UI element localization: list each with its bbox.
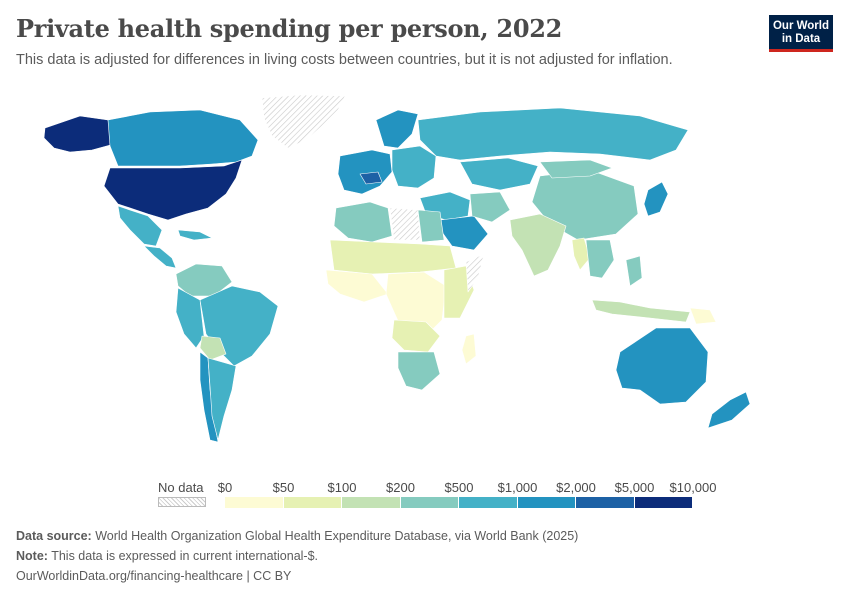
legend-bin-3[interactable] [400,497,459,508]
legend-tick-4: $500 [444,480,474,495]
legend-tick-1: $50 [272,480,295,495]
map-region-kazakhstan[interactable]: Kazakhstan [459,157,539,191]
legend-bins [225,497,693,508]
legend-bin-7[interactable] [634,497,693,508]
legend-tick-6: $2,000 [556,480,596,495]
legend-no-data-swatch[interactable] [158,497,206,507]
map-region-libya[interactable]: Libya [389,207,421,241]
map-region-philippines[interactable]: Philippines [625,255,643,287]
data-source-line: Data source: World Health Organization G… [16,529,578,543]
map-region-western-europe[interactable]: Western Europe [337,149,393,195]
map-region-somalia[interactable]: Somalia [465,253,485,293]
map-region-new-zealand[interactable]: New Zealand [707,391,751,429]
map-region-papua[interactable]: Papua New Guinea [689,307,717,325]
map-region-southern-africa[interactable]: Southern Africa [397,351,441,391]
map-region-indonesia[interactable]: Indonesia [591,299,691,323]
color-legend: No data $0 $50 $100 $200 $500 $1,000 $2,… [0,476,850,516]
legend-bin-1[interactable] [283,497,342,508]
data-source-label: Data source: [16,529,92,543]
legend-tick-7: $5,000 [614,480,655,495]
legend-tick-3: $200 [386,480,415,495]
map-region-egypt[interactable]: Egypt [417,209,445,243]
map-region-bolivia[interactable]: Bolivia [199,335,227,361]
map-region-central-america[interactable]: Central America [143,245,177,269]
legend-no-data-label: No data [158,480,204,495]
map-region-canada[interactable]: Canada [107,109,259,167]
note-label: Note: [16,549,48,563]
legend-tick-0: $0 [217,480,233,495]
map-region-india[interactable]: India [509,213,567,277]
owid-logo[interactable]: Our World in Data [769,15,833,52]
map-region-japan[interactable]: Japan [643,181,669,217]
map-region-myanmar[interactable]: Myanmar [571,237,591,271]
map-region-mexico[interactable]: Mexico [117,205,163,247]
note-text: This data is expressed in current intern… [51,549,319,563]
map-region-madagascar[interactable]: Madagascar [461,333,477,365]
map-region-switzerland[interactable]: Switzerland [359,171,383,185]
legend-bin-0[interactable] [225,497,284,508]
map-region-andean[interactable]: Andean South America [175,287,205,349]
legend-bin-4[interactable] [459,497,518,508]
map-region-north-africa[interactable]: North Africa [333,201,393,243]
legend-bin-6[interactable] [576,497,635,508]
map-region-eastern-europe[interactable]: Eastern Europe [391,145,437,189]
map-region-saudi-arabia[interactable]: Saudi Arabia [439,215,489,251]
map-region-russia[interactable]: Russia [417,107,689,161]
map-region-alaska[interactable]: Alaska [43,115,115,153]
map-region-colombia-venezuela[interactable]: Colombia & Venezuela [175,263,233,297]
map-region-caribbean[interactable]: Caribbean [177,229,213,241]
legend-tick-5: $1,000 [497,480,538,495]
map-region-iran[interactable]: Iran [469,191,511,223]
map-region-mongolia[interactable]: Mongolia [539,159,613,179]
map-region-west-africa[interactable]: West Africa [325,269,389,303]
world-map[interactable]: Greenland Alaska Canada United States Me… [0,90,850,470]
map-region-southeast-asia[interactable]: Southeast Asia [585,239,615,279]
map-region-usa[interactable]: United States [103,159,243,221]
legend-tick-8: $10,000 [669,480,717,495]
map-region-greenland[interactable]: Greenland [261,94,346,149]
logo-line-1: Our World [772,20,829,32]
map-region-australia[interactable]: Australia [615,327,709,405]
logo-line-2: in Data [781,33,821,45]
note-line: Note: This data is expressed in current … [16,549,318,563]
map-region-sahel[interactable]: Sahel [329,239,457,275]
map-region-argentina[interactable]: Argentina [207,357,237,441]
legend-bin-2[interactable] [342,497,401,508]
data-source-text[interactable]: World Health Organization Global Health … [95,529,579,543]
source-url[interactable]: OurWorldinData.org/financing-healthcare … [16,569,292,583]
legend-tick-2: $100 [327,480,357,495]
map-region-east-africa[interactable]: East Africa [443,265,475,319]
legend-bin-5[interactable] [517,497,576,508]
chart-subtitle: This data is adjusted for differences in… [16,52,673,68]
chart-title: Private health spending per person, 2022 [16,14,563,43]
map-region-scandinavia[interactable]: Scandinavia [375,109,419,149]
